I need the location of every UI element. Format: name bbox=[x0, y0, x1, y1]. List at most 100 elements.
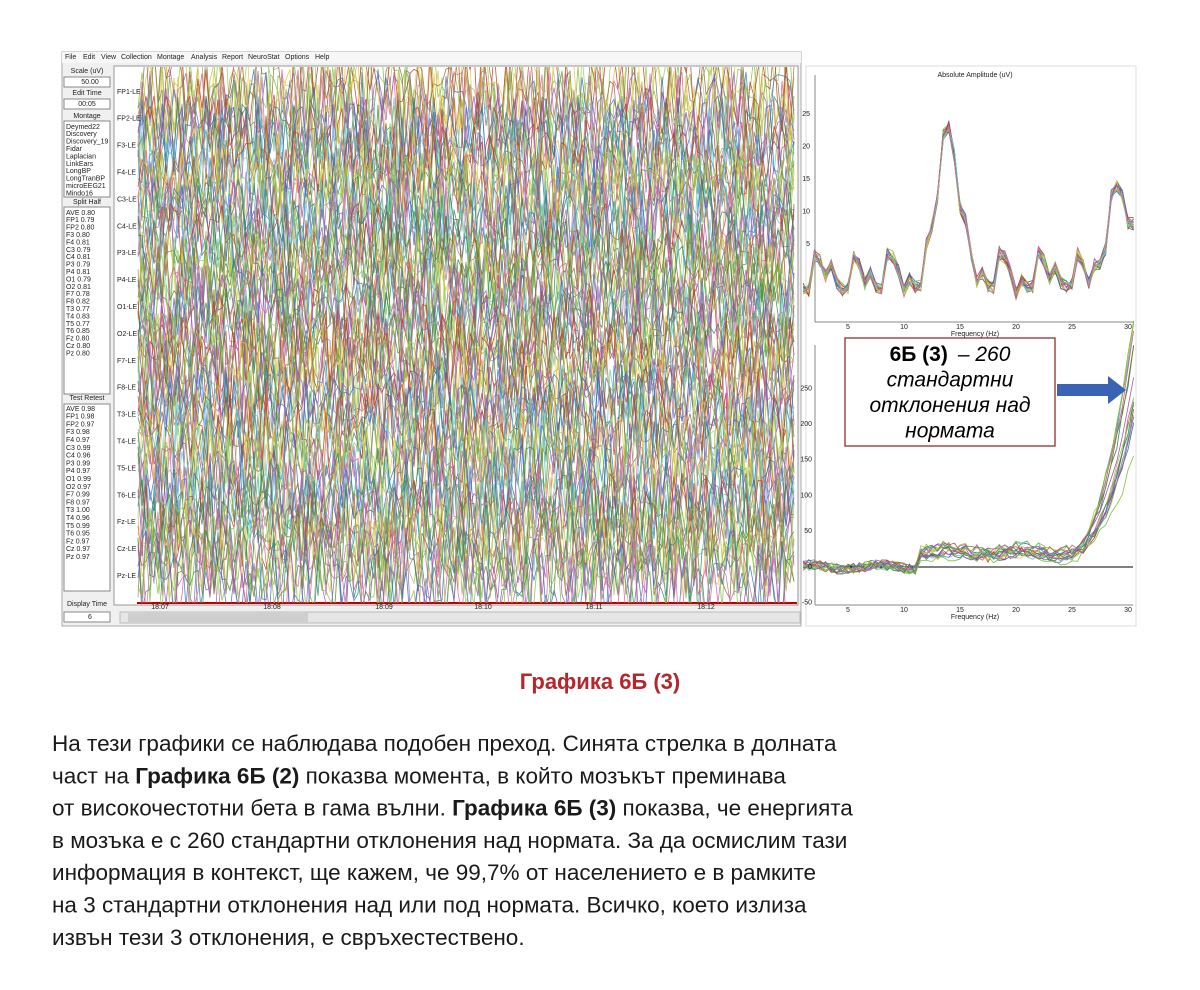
eeg-trace bbox=[137, 527, 795, 603]
menu-item[interactable]: Analysis bbox=[191, 54, 218, 61]
split-half-item: F8 0.82 bbox=[66, 299, 90, 306]
menu-item[interactable]: File bbox=[65, 54, 76, 61]
test-retest-label: Test Retest bbox=[69, 395, 104, 402]
y-tick-label: 5 bbox=[806, 241, 810, 248]
text-run: в мозъка е с 260 стандартни отклонения н… bbox=[52, 828, 847, 853]
eeg-trace bbox=[137, 526, 795, 603]
menu-item[interactable]: View bbox=[101, 54, 117, 61]
montage-item[interactable]: microEEG21 bbox=[66, 183, 106, 190]
callout-line: стандартни bbox=[887, 369, 1014, 392]
paragraph-line: в мозъка е с 260 стандартни отклонения н… bbox=[52, 828, 847, 853]
eeg-trace bbox=[137, 309, 795, 412]
callout-arrow bbox=[1057, 376, 1126, 404]
eeg-trace bbox=[137, 257, 795, 357]
spectra-lines bbox=[802, 120, 1134, 576]
channel-label: C4-LE bbox=[117, 223, 137, 230]
callout-text: – 260 bbox=[957, 343, 1011, 366]
spectrum-line bbox=[803, 455, 1134, 575]
channel-label: F8-LE bbox=[117, 385, 136, 392]
montage-list[interactable] bbox=[63, 120, 111, 198]
split-half-item: T5 0.77 bbox=[66, 321, 90, 328]
split-half-item: O1 0.79 bbox=[66, 276, 91, 283]
montage-item[interactable]: LinkEars bbox=[66, 161, 94, 168]
menu-item[interactable]: Options bbox=[285, 54, 310, 61]
test-retest-item: FP1 0.98 bbox=[66, 414, 95, 421]
menu-item[interactable]: Help bbox=[315, 54, 330, 61]
montage-item[interactable]: Deymed22 bbox=[66, 124, 100, 131]
montage-label: Montage bbox=[73, 113, 100, 120]
menu-item[interactable]: Montage bbox=[157, 54, 184, 61]
display-time-box[interactable] bbox=[63, 611, 111, 623]
split-half-item: T4 0.83 bbox=[66, 313, 90, 320]
scroll-thumb[interactable] bbox=[128, 613, 308, 622]
x-axis-label: Frequency (Hz) bbox=[951, 614, 999, 621]
x-tick-label: 15 bbox=[956, 607, 964, 614]
eeg-trace bbox=[137, 176, 795, 277]
callout-line: нормата bbox=[905, 420, 995, 443]
scrollbar[interactable] bbox=[119, 611, 801, 624]
channel-label: T4-LE bbox=[117, 439, 136, 446]
split-half-item: Cz 0.80 bbox=[66, 343, 90, 350]
split-half-item: AVE 0.80 bbox=[66, 210, 95, 217]
split-half-item: P4 0.81 bbox=[66, 269, 90, 276]
test-retest-item: F3 0.98 bbox=[66, 429, 90, 436]
x-tick-label: 20 bbox=[1012, 324, 1020, 331]
paragraph-line: информация в контекст, ще кажем, че 99,7… bbox=[52, 860, 816, 885]
eeg-traces bbox=[137, 67, 795, 603]
eeg-trace bbox=[137, 526, 786, 603]
y-tick-label: 200 bbox=[800, 421, 812, 428]
test-retest-item: P4 0.97 bbox=[66, 468, 90, 475]
spectrum-line bbox=[803, 127, 1134, 299]
menu-item[interactable]: NeuroStat bbox=[248, 54, 280, 61]
montage-item[interactable]: LongBP bbox=[66, 168, 91, 175]
split-half-item: T3 0.77 bbox=[66, 306, 90, 313]
display-time-value: 6 bbox=[88, 614, 92, 621]
split-half-item: C3 0.79 bbox=[66, 247, 91, 254]
text-run: показва момента, в който мозъкът премина… bbox=[299, 763, 786, 788]
time-label: 18:10 bbox=[474, 604, 492, 611]
eeg-trace bbox=[137, 526, 795, 603]
time-label: 18:08 bbox=[263, 604, 281, 611]
split-half-item: C4 0.81 bbox=[66, 254, 91, 261]
menu-item[interactable]: Edit bbox=[83, 54, 95, 61]
channel-label: O1-LE bbox=[117, 304, 138, 311]
paragraph-line: извън тези 3 отклонения, е свръхестестве… bbox=[52, 925, 525, 950]
callout-line: 6Б (3) – 260 bbox=[890, 343, 1011, 366]
eeg-trace bbox=[137, 417, 795, 519]
montage-item[interactable]: Discovery_19 bbox=[66, 139, 109, 146]
channel-label: F7-LE bbox=[117, 358, 136, 365]
test-retest-item: T3 1.00 bbox=[66, 507, 90, 514]
x-tick-label: 5 bbox=[846, 607, 850, 614]
test-retest-item: F8 0.97 bbox=[66, 499, 90, 506]
eeg-trace bbox=[137, 284, 795, 385]
y-tick-label: 20 bbox=[802, 143, 810, 150]
eeg-trace bbox=[137, 150, 795, 251]
display-time-label: Display Time bbox=[67, 601, 107, 608]
scale-label: Scale (uV) bbox=[71, 68, 104, 75]
test-retest-item: O1 0.99 bbox=[66, 476, 91, 483]
eeg-trace bbox=[137, 67, 795, 142]
montage-item[interactable]: LongTranBP bbox=[66, 176, 105, 183]
menu-item[interactable]: Report bbox=[222, 54, 243, 61]
edit-time-box[interactable] bbox=[63, 98, 111, 110]
time-label: 18:12 bbox=[697, 604, 715, 611]
channel-label: P3-LE bbox=[117, 250, 137, 257]
split-half-item: Pz 0.80 bbox=[66, 350, 90, 357]
x-tick-label: 20 bbox=[1012, 607, 1020, 614]
menu-item[interactable]: Collection bbox=[121, 54, 152, 61]
x-tick-label: 10 bbox=[900, 324, 908, 331]
y-tick-label: -50 bbox=[802, 600, 812, 607]
channel-label: P4-LE bbox=[117, 277, 137, 284]
time-label: 18:11 bbox=[586, 604, 603, 611]
scale-box[interactable] bbox=[63, 76, 111, 88]
x-tick-label: 10 bbox=[900, 607, 908, 614]
montage-item[interactable]: Fidar bbox=[66, 146, 83, 153]
montage-item[interactable]: Laplacian bbox=[66, 153, 96, 160]
montage-item[interactable]: Mindo16 bbox=[66, 190, 93, 197]
eeg-trace bbox=[137, 471, 795, 572]
time-label: 18:07 bbox=[151, 604, 169, 611]
y-tick-label: 100 bbox=[800, 492, 812, 499]
split-half-item: T6 0.85 bbox=[66, 328, 90, 335]
montage-item[interactable]: Discovery bbox=[66, 131, 97, 138]
chart-title: Absolute Amplitude (uV) bbox=[937, 72, 1012, 79]
